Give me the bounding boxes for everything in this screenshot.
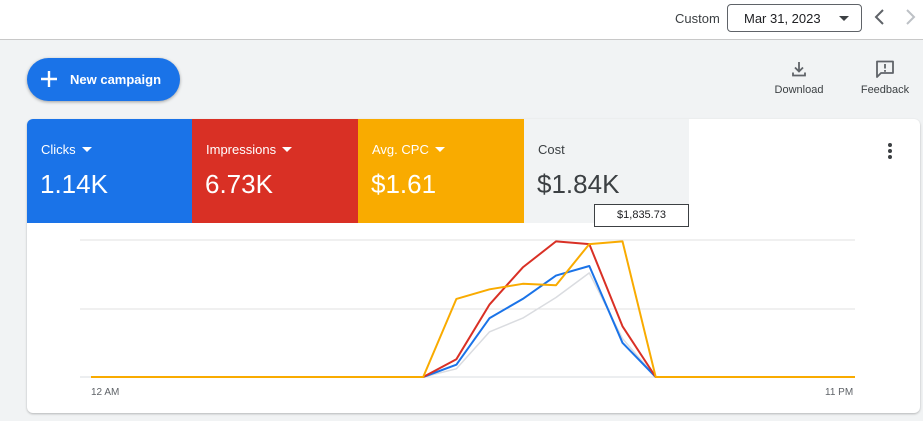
caret-down-icon — [839, 16, 849, 21]
cost-tooltip: $1,835.73 — [594, 204, 689, 227]
metric-name: Cost — [538, 142, 565, 157]
chevron-right-icon[interactable] — [899, 6, 921, 28]
metric-value: $1.61 — [371, 169, 437, 199]
feedback-label: Feedback — [860, 84, 910, 96]
metric-value: $1.84K — [537, 169, 620, 199]
metric-tile-impressions[interactable]: Impressions 6.73K — [192, 119, 358, 223]
metric-tile-clicks[interactable]: Clicks 1.14K — [27, 119, 192, 223]
x-tick-label: 11 PM — [825, 387, 853, 398]
date-range-label: Custom — [675, 11, 720, 26]
metric-name: Avg. CPC — [372, 142, 445, 157]
download-label: Download — [774, 84, 824, 96]
metric-value: 6.73K — [205, 169, 273, 199]
more-vert-icon[interactable] — [883, 141, 897, 163]
series-line-1 — [91, 265, 855, 378]
chevron-left-icon[interactable] — [869, 6, 891, 28]
feedback-icon — [876, 60, 894, 78]
plus-icon — [41, 71, 57, 87]
metric-value: 1.14K — [40, 169, 108, 199]
date-select[interactable]: Mar 31, 2023 — [727, 4, 862, 32]
caret-down-icon — [81, 147, 92, 152]
metric-name: Impressions — [206, 142, 293, 157]
performance-card: Clicks 1.14K Impressions 6.73K Avg. CPC … — [27, 119, 920, 413]
download-icon — [792, 62, 806, 77]
top-bar: Custom Mar 31, 2023 — [0, 0, 923, 40]
series-line-0 — [91, 272, 855, 378]
metric-tile-avg-cpc[interactable]: Avg. CPC $1.61 — [358, 119, 524, 223]
performance-chart: 12 AM 11 PM — [80, 239, 855, 398]
feedback-button[interactable]: Feedback — [857, 60, 913, 100]
new-campaign-label: New campaign — [70, 72, 162, 87]
series-line-3 — [91, 240, 855, 378]
x-tick-label: 12 AM — [91, 387, 119, 398]
download-button[interactable]: Download — [770, 60, 828, 100]
date-value: Mar 31, 2023 — [744, 11, 821, 26]
new-campaign-button[interactable]: New campaign — [27, 58, 180, 101]
caret-down-icon — [282, 147, 293, 152]
caret-down-icon — [434, 147, 445, 152]
series-layer — [91, 240, 855, 378]
metric-name: Clicks — [41, 142, 92, 157]
